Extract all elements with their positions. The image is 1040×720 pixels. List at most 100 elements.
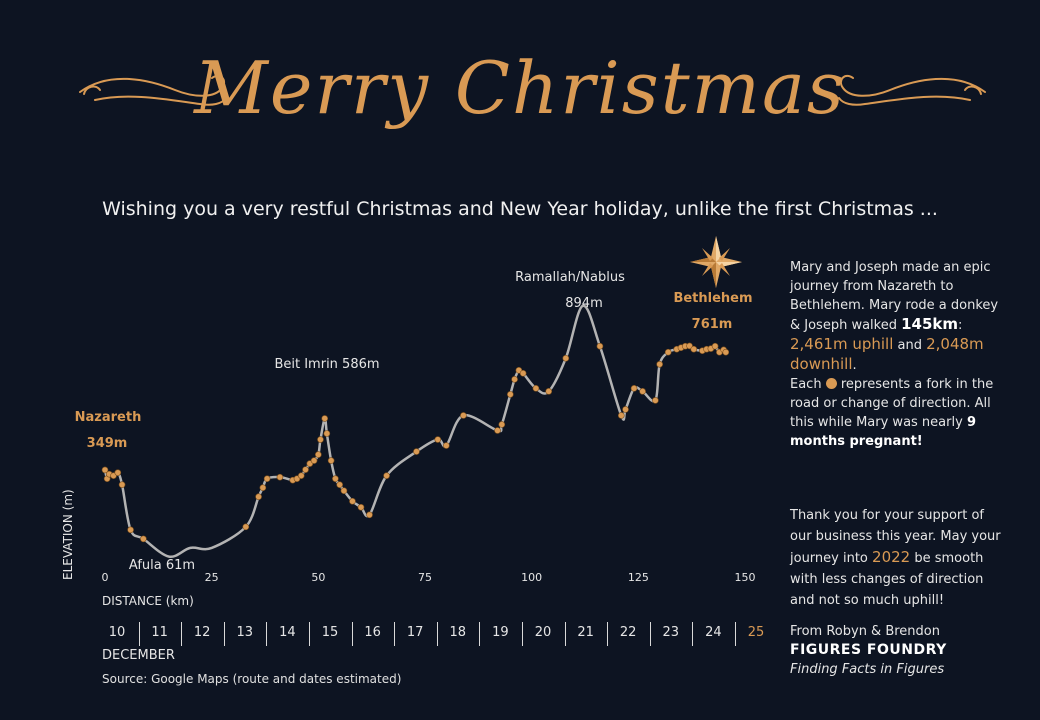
- date-label: 24: [705, 625, 722, 640]
- story-each: Each: [790, 377, 822, 392]
- fork-marker: [545, 388, 553, 395]
- brand-tagline: Finding Facts in Figures: [790, 662, 945, 677]
- from-line: From Robyn & Brendon: [790, 624, 940, 639]
- fork-marker: [357, 503, 365, 511]
- date-separator: [138, 622, 140, 646]
- date-label: 13: [236, 625, 254, 640]
- fork-marker: [664, 348, 672, 356]
- fork-marker: [443, 442, 450, 449]
- fork-marker: [340, 487, 348, 495]
- date-label: 25: [747, 625, 765, 640]
- date-separator: [223, 622, 225, 646]
- fork-marker: [259, 484, 267, 491]
- annotation-ramallah-value: 894m: [565, 296, 602, 311]
- date-label: 19: [492, 625, 509, 640]
- date-label: 17: [406, 625, 424, 640]
- page-subtitle: Wishing you a very restful Christmas and…: [102, 198, 938, 220]
- date-separator: [735, 622, 736, 646]
- fork-marker: [383, 472, 390, 479]
- fork-marker: [494, 427, 501, 434]
- fork-marker: [711, 342, 719, 350]
- elevation-line: [103, 304, 727, 559]
- fork-marker: [690, 345, 698, 353]
- fork-marker: [255, 493, 262, 501]
- fork-marker: [434, 436, 442, 443]
- fork-marker: [507, 391, 514, 398]
- date-label: 23: [662, 625, 680, 640]
- x-tick-label: 0: [102, 571, 109, 584]
- fork-marker: [639, 388, 646, 395]
- fork-marker: [622, 406, 629, 413]
- signature-block: From Robyn & Brendon FIGURES FOUNDRY Fin…: [790, 622, 1005, 679]
- date-label: 20: [534, 625, 552, 640]
- fork-marker: [413, 448, 420, 455]
- annotation-bethlehem-value: 761m: [692, 317, 733, 332]
- annotation-bethlehem: Bethlehem: [673, 291, 752, 306]
- date-label: 21: [577, 625, 594, 640]
- fork-marker: [519, 369, 527, 377]
- fork-marker: [652, 397, 659, 404]
- fork-marker: [127, 526, 134, 534]
- fork-marker: [686, 342, 693, 350]
- fork-marker: [722, 348, 730, 356]
- date-separator: [266, 622, 268, 646]
- chart-annotations: Nazareth 349m Afula 61m Beit Imrin 586m Rama…: [75, 270, 753, 573]
- thanks-year: 2022: [872, 548, 911, 566]
- annotation-afula: Afula 61m: [129, 558, 195, 573]
- y-axis-label: ELEVATION (m): [61, 489, 75, 580]
- story-downhill: 2,048m downhill: [790, 335, 984, 373]
- date-label: 12: [193, 625, 211, 640]
- date-separator: [564, 622, 566, 646]
- fork-marker: [263, 475, 271, 482]
- story-text: Mary and Joseph made an epic journey fro…: [790, 258, 1005, 451]
- fork-marker: [140, 535, 147, 543]
- date-separator: [522, 622, 523, 646]
- story-pregnant: 9 months pregnant!: [790, 415, 976, 449]
- fork-marker: [366, 511, 373, 519]
- annotation-nazareth-value: 349m: [87, 436, 128, 451]
- story-and: and: [897, 338, 922, 353]
- fork-marker: [617, 412, 625, 419]
- fork-marker: [332, 475, 339, 482]
- month-label: DECEMBER: [102, 648, 175, 663]
- fork-marker: [310, 457, 318, 464]
- annotation-beit-imrin: Beit Imrin 586m: [274, 357, 379, 372]
- date-separator: [309, 622, 310, 646]
- x-tick-label: 50: [311, 571, 325, 584]
- page-title: Merry Christmas: [194, 46, 846, 130]
- fork-marker: [532, 385, 540, 392]
- fork-marker: [297, 472, 305, 479]
- elevation-chart: 0 25 50 75 100 125 150 DISTANCE (km) ELEVATION…: [61, 270, 756, 608]
- story-each-rest: represents a fork in the road or change …: [790, 377, 994, 430]
- fork-dot-icon: [825, 378, 837, 389]
- x-axis-ticks: 0 25 50 75 100 125 150: [102, 571, 756, 584]
- thanks-text1: Thank you for your support of our busine…: [790, 508, 1001, 566]
- story-uphill: 2,461m uphill: [790, 335, 894, 353]
- fork-marker: [321, 415, 329, 422]
- x-axis-label: DISTANCE (km): [102, 594, 194, 608]
- fork-marker: [323, 430, 331, 437]
- source-note: Source: Google Maps (route and dates est…: [102, 672, 402, 686]
- story-line1: Mary and Joseph made an epic journey fro…: [790, 260, 999, 333]
- fork-marker: [460, 412, 467, 419]
- date-label: 15: [321, 625, 339, 640]
- date-label: 14: [279, 625, 296, 640]
- fork-marker: [114, 469, 122, 476]
- date-separator: [181, 622, 183, 646]
- fork-marker: [630, 385, 638, 392]
- fork-marker: [336, 481, 343, 488]
- thanks-text: Thank you for your support of our busine…: [790, 505, 1005, 611]
- story-colon: :: [958, 318, 963, 333]
- story-km: 145km: [901, 315, 959, 333]
- fork-marker: [276, 473, 284, 481]
- x-tick-label: 25: [205, 571, 219, 584]
- fork-marker: [349, 497, 356, 505]
- thanks-text2: be smooth with less changes of direction…: [790, 551, 984, 608]
- x-tick-label: 75: [418, 571, 432, 584]
- date-label: 11: [151, 625, 168, 640]
- fork-marker: [302, 466, 309, 473]
- annotation-nazareth: Nazareth: [75, 410, 142, 425]
- x-tick-label: 125: [628, 571, 649, 584]
- date-separator: [607, 622, 609, 646]
- date-separator: [351, 622, 353, 646]
